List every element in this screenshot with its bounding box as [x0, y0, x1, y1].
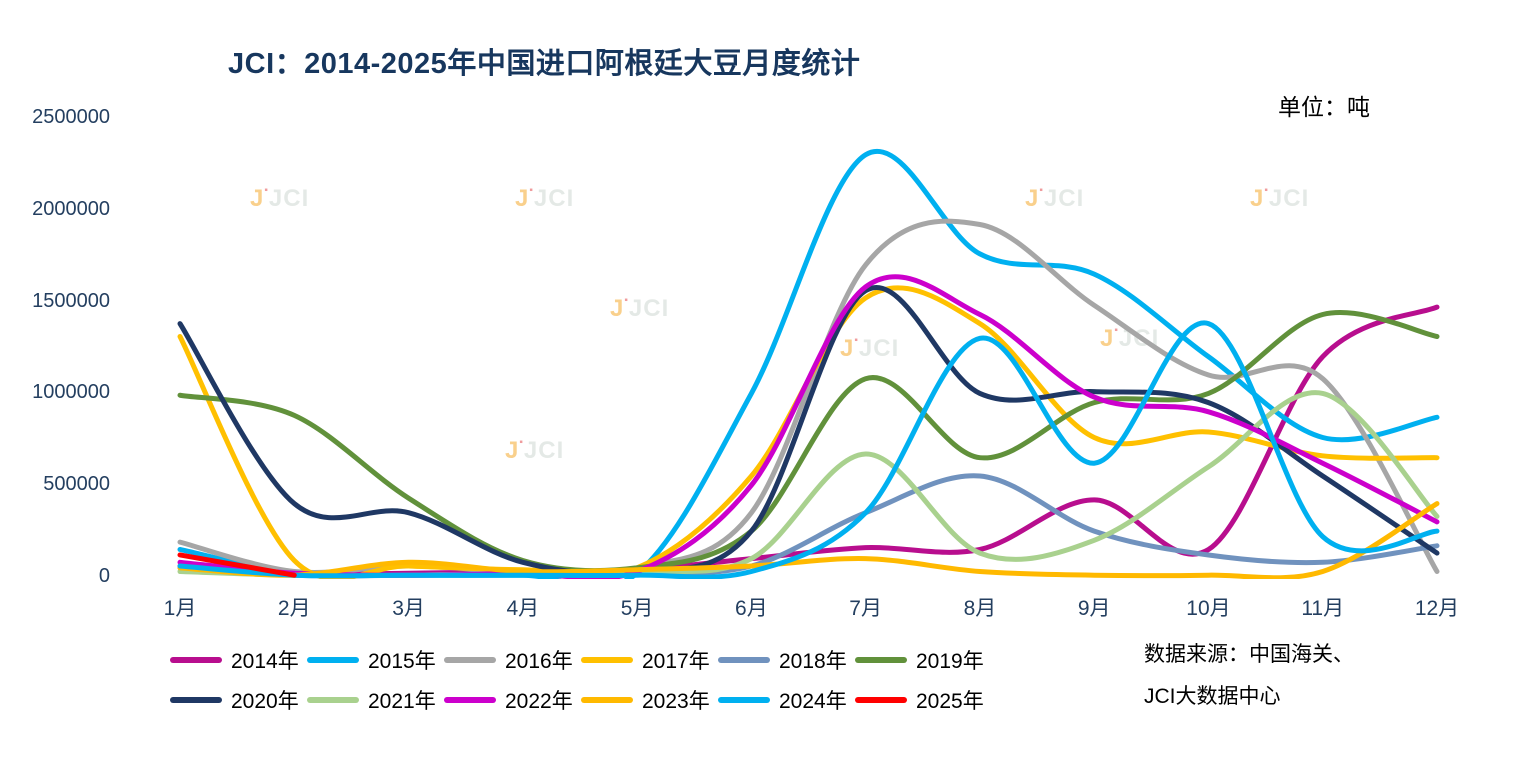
x-axis-label: 11月: [1301, 597, 1345, 620]
legend-label: 2020年: [231, 690, 299, 713]
x-axis-label: 5月: [620, 597, 654, 620]
y-axis-label: 500000: [43, 473, 110, 496]
y-axis-label: 2000000: [32, 197, 110, 220]
legend-label: 2023年: [642, 690, 710, 713]
legend-swatch: [581, 697, 633, 703]
x-axis-label: 10月: [1186, 597, 1231, 620]
series-line-2024年: [177, 320, 1440, 579]
legend-item-2019年: 2019年: [855, 645, 992, 675]
unit-label: 单位：吨: [1278, 94, 1370, 120]
x-axis-label: 7月: [849, 597, 882, 620]
legend-swatch: [170, 697, 222, 703]
legend-label: 2017年: [642, 650, 710, 673]
series-line-2019年: [177, 310, 1440, 574]
legend-item-2024年: 2024年: [718, 685, 855, 715]
x-axis-label: 8月: [963, 597, 997, 620]
legend-swatch: [307, 697, 359, 703]
legend-item-2025年: 2025年: [855, 685, 992, 715]
legend-swatch: [855, 697, 907, 703]
x-axis-label: 9月: [1077, 597, 1111, 620]
legend: 2014年 2015年 2016年 2017年 2018年 2019年 2020年 2021年…: [170, 640, 992, 720]
legend-label: 2025年: [916, 690, 984, 713]
y-axis-label: 2500000: [32, 106, 110, 128]
legend-item-2016年: 2016年: [444, 645, 581, 675]
x-axis-label: 3月: [392, 597, 425, 620]
legend-label: 2024年: [779, 690, 847, 713]
legend-item-2023年: 2023年: [581, 685, 718, 715]
y-axis-label: 0: [98, 565, 110, 587]
x-axis-label: 1月: [163, 597, 197, 620]
legend-item-2014年: 2014年: [170, 645, 307, 675]
x-axis-label: 6月: [735, 597, 768, 620]
data-source-line1: 数据来源：中国海关、: [1144, 643, 1354, 666]
legend-swatch: [581, 657, 633, 663]
legend-swatch: [307, 657, 359, 663]
legend-item-2015年: 2015年: [307, 645, 444, 675]
legend-swatch: [170, 657, 222, 663]
legend-label: 2019年: [916, 650, 984, 673]
data-source-line2: JCI大数据中心: [1144, 685, 1281, 708]
x-axis-label: 4月: [506, 597, 540, 620]
x-axis-label: 2月: [277, 597, 311, 620]
legend-label: 2015年: [368, 650, 436, 673]
data-source: 数据来源：中国海关、 JCI大数据中心: [1144, 634, 1354, 718]
legend-label: 2014年: [231, 650, 299, 673]
legend-label: 2021年: [368, 690, 436, 713]
legend-item-2020年: 2020年: [170, 685, 307, 715]
legend-label: 2018年: [779, 650, 847, 673]
y-axis-label: 1000000: [32, 381, 110, 404]
series-line-2025年: [177, 552, 297, 578]
series-line-2021年: [177, 390, 1440, 579]
legend-item-2017年: 2017年: [581, 645, 718, 675]
legend-swatch: [718, 657, 770, 663]
legend-item-2018年: 2018年: [718, 645, 855, 675]
x-axis-label: 12月: [1414, 597, 1460, 620]
legend-swatch: [444, 657, 496, 663]
legend-item-2021年: 2021年: [307, 685, 444, 715]
legend-swatch: [444, 697, 496, 703]
legend-swatch: [855, 657, 907, 663]
series-line-2023年: [177, 501, 1440, 579]
legend-swatch: [718, 697, 770, 703]
legend-item-2022年: 2022年: [444, 685, 581, 715]
legend-label: 2022年: [505, 690, 573, 713]
series-line-2020年: [177, 285, 1440, 577]
y-axis-label: 1500000: [32, 289, 110, 312]
legend-label: 2016年: [505, 650, 573, 673]
chart-title: JCI：2014-2025年中国进口阿根廷大豆月度统计: [228, 48, 861, 80]
series-line-2022年: [177, 274, 1440, 579]
